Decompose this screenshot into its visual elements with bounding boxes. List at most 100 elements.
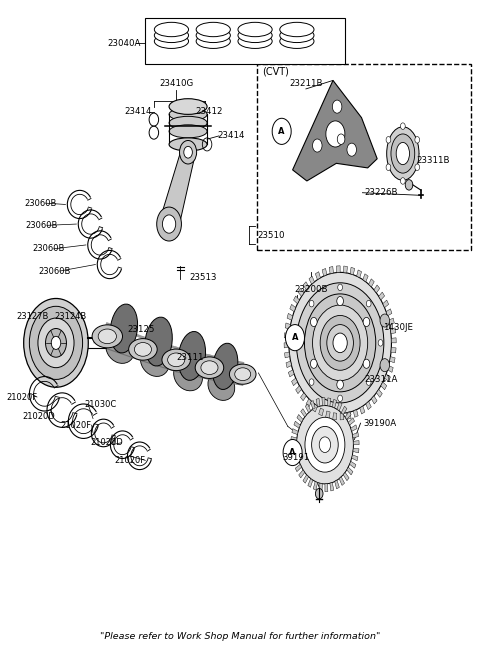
Ellipse shape [229, 364, 256, 384]
Ellipse shape [208, 371, 235, 400]
Circle shape [309, 379, 314, 386]
Circle shape [363, 317, 370, 327]
Ellipse shape [134, 342, 152, 356]
Text: 21020D: 21020D [90, 438, 123, 447]
Ellipse shape [387, 127, 419, 180]
Polygon shape [347, 412, 351, 419]
Circle shape [162, 215, 176, 233]
Polygon shape [330, 482, 334, 491]
Circle shape [327, 325, 353, 361]
Polygon shape [327, 398, 331, 406]
Polygon shape [293, 458, 299, 464]
Ellipse shape [195, 357, 224, 378]
Ellipse shape [238, 28, 272, 43]
Polygon shape [301, 409, 307, 417]
Circle shape [304, 294, 376, 392]
Polygon shape [286, 361, 291, 368]
Polygon shape [316, 398, 320, 407]
Ellipse shape [396, 143, 409, 165]
Polygon shape [333, 413, 337, 420]
Polygon shape [384, 374, 390, 381]
Polygon shape [322, 269, 327, 276]
Ellipse shape [213, 343, 238, 390]
Ellipse shape [196, 22, 230, 37]
Ellipse shape [162, 349, 191, 371]
Polygon shape [158, 152, 196, 224]
Polygon shape [335, 480, 339, 489]
Polygon shape [284, 333, 289, 338]
Text: "Please refer to Work Shop Manual for further information": "Please refer to Work Shop Manual for fu… [100, 632, 381, 641]
Circle shape [386, 137, 391, 143]
Polygon shape [383, 300, 389, 307]
Text: 21020F: 21020F [61, 420, 92, 430]
Polygon shape [376, 390, 382, 397]
Polygon shape [360, 406, 365, 414]
Text: 23127B: 23127B [16, 312, 48, 321]
Polygon shape [319, 408, 324, 416]
Polygon shape [291, 378, 298, 386]
Circle shape [338, 284, 343, 290]
Polygon shape [350, 267, 355, 275]
Text: 23410G: 23410G [159, 79, 193, 88]
Text: 23060B: 23060B [32, 244, 65, 254]
Ellipse shape [169, 108, 207, 121]
Polygon shape [391, 338, 396, 343]
Circle shape [46, 328, 66, 357]
Polygon shape [345, 411, 351, 420]
Polygon shape [363, 274, 368, 282]
Polygon shape [294, 421, 300, 428]
Circle shape [347, 143, 357, 156]
Polygon shape [297, 415, 303, 422]
Text: 21020F: 21020F [115, 456, 145, 465]
Ellipse shape [174, 360, 203, 391]
Polygon shape [309, 276, 314, 284]
Polygon shape [284, 343, 289, 348]
Circle shape [312, 139, 322, 152]
Ellipse shape [391, 134, 415, 173]
Polygon shape [332, 399, 336, 408]
Polygon shape [291, 451, 298, 457]
Text: 21020D: 21020D [22, 412, 55, 421]
Polygon shape [287, 313, 293, 320]
Ellipse shape [238, 34, 272, 49]
Ellipse shape [169, 99, 207, 114]
Circle shape [297, 340, 302, 346]
Text: 21030C: 21030C [84, 400, 116, 409]
Text: 23124B: 23124B [54, 312, 86, 321]
Circle shape [378, 340, 383, 346]
Text: 23060B: 23060B [38, 267, 71, 275]
Ellipse shape [129, 338, 157, 360]
Polygon shape [291, 436, 297, 442]
Circle shape [163, 24, 180, 47]
Polygon shape [322, 397, 325, 405]
Ellipse shape [168, 353, 185, 367]
Polygon shape [306, 399, 312, 407]
Polygon shape [390, 328, 396, 334]
Polygon shape [337, 402, 342, 411]
Circle shape [272, 118, 291, 145]
Polygon shape [312, 404, 317, 412]
Ellipse shape [155, 34, 189, 49]
Ellipse shape [280, 34, 314, 49]
Polygon shape [369, 279, 374, 287]
Circle shape [380, 359, 390, 372]
Bar [257, 64, 471, 250]
Text: 21020F: 21020F [6, 392, 37, 401]
Ellipse shape [280, 28, 314, 43]
Polygon shape [341, 406, 347, 415]
Text: 23125: 23125 [127, 325, 155, 334]
Ellipse shape [145, 317, 172, 366]
Circle shape [247, 24, 264, 47]
Polygon shape [308, 479, 313, 487]
Polygon shape [353, 448, 359, 453]
Polygon shape [389, 318, 394, 325]
Polygon shape [305, 404, 311, 413]
Circle shape [29, 306, 83, 380]
Polygon shape [381, 382, 387, 390]
Polygon shape [387, 365, 393, 373]
Polygon shape [329, 267, 334, 274]
Circle shape [337, 134, 345, 145]
Circle shape [338, 395, 343, 401]
Text: 23040A: 23040A [107, 39, 141, 48]
Circle shape [283, 440, 302, 466]
